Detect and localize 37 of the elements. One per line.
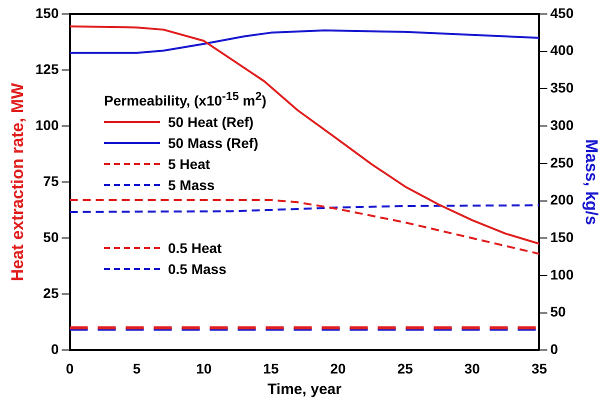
y-tick-label: 50 bbox=[43, 228, 59, 245]
y2-tick-label: 150 bbox=[550, 228, 574, 245]
x-tick-label: 5 bbox=[132, 360, 141, 376]
y2-tick-label: 200 bbox=[550, 192, 574, 208]
y2-tick-label: 400 bbox=[550, 42, 574, 58]
legend-label: 0.5 Heat bbox=[168, 238, 222, 258]
y-tick-label: 25 bbox=[43, 285, 59, 302]
y2-tick-label: 250 bbox=[550, 154, 574, 170]
y-axis-title: Heat extraction rate, MW bbox=[8, 82, 27, 282]
y-tick-label: 75 bbox=[43, 172, 59, 189]
y-tick-label: 100 bbox=[35, 116, 59, 133]
x-tick-label: 35 bbox=[531, 360, 548, 376]
x-tick-label: 0 bbox=[66, 360, 74, 376]
y-tick-label: 0 bbox=[50, 341, 59, 358]
legend-label: 5 Heat bbox=[168, 154, 210, 174]
line-series bbox=[70, 204, 540, 213]
legend-label: 0.5 Mass bbox=[168, 260, 226, 279]
legend-label: 50 Heat (Ref) bbox=[168, 112, 254, 132]
legend-title: Permeability, (x10$^{-15}$ m$^{2}$) bbox=[104, 89, 266, 111]
x-tick-label: 15 bbox=[263, 360, 279, 376]
x-tick-label: 30 bbox=[464, 360, 480, 376]
y2-tick-label: 450 bbox=[550, 4, 574, 21]
legend-label: 50 Mass (Ref) bbox=[168, 134, 258, 153]
y2-tick-label: 300 bbox=[550, 116, 574, 133]
y2-axis-title: Mass, kg/s bbox=[582, 139, 602, 226]
x-axis-title: Time, year bbox=[268, 381, 342, 398]
y2-tick-label: 350 bbox=[550, 80, 574, 96]
legend-label: 5 Mass bbox=[168, 176, 215, 195]
line-series bbox=[70, 199, 540, 255]
y-tick-label: 150 bbox=[35, 4, 59, 21]
y2-tick-label: 0 bbox=[550, 341, 558, 358]
x-tick-label: 25 bbox=[397, 360, 414, 376]
y2-tick-label: 100 bbox=[550, 266, 574, 282]
y2-tick-label: 50 bbox=[550, 304, 566, 320]
y-tick-label: 125 bbox=[35, 60, 59, 77]
x-tick-label: 10 bbox=[196, 360, 212, 376]
x-tick-label: 20 bbox=[330, 360, 346, 376]
